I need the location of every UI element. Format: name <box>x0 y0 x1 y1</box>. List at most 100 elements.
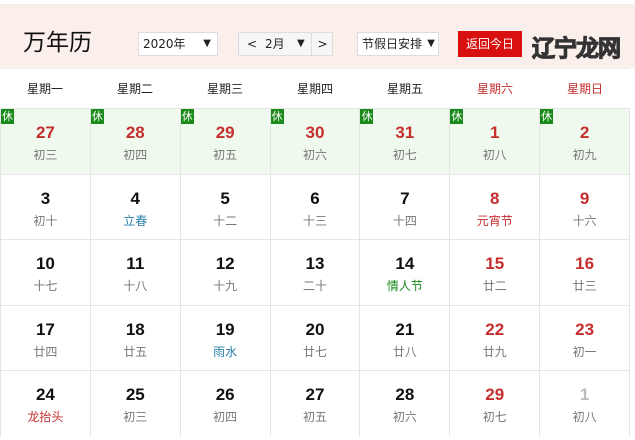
weekday-label: 星期日 <box>566 82 603 96</box>
lunar-date: 廿五 <box>123 344 148 359</box>
day-number: 28 <box>125 123 145 142</box>
prev-month-button[interactable]: < <box>247 37 258 51</box>
rest-badge: 休 <box>540 109 554 124</box>
day-cell[interactable]: 休 31 初七 <box>359 109 450 174</box>
day-number: 26 <box>215 385 235 404</box>
watermark-logo: 辽宁龙网 <box>532 36 622 63</box>
day-cell[interactable]: 5 十二 <box>179 174 270 239</box>
day-number: 5 <box>220 188 230 208</box>
day-number: 16 <box>575 254 595 273</box>
day-cell[interactable]: 3 初十 <box>0 174 90 239</box>
day-cell[interactable]: 4 立春 <box>89 174 180 239</box>
day-number: 11 <box>126 254 145 273</box>
day-cell[interactable]: 11 十八 <box>89 240 180 305</box>
month-selector[interactable]: < 2月 ▼ > <box>238 32 333 56</box>
year-select[interactable]: 2020年 ▼ <box>138 32 218 56</box>
lunar-date: 初六 <box>392 410 417 424</box>
lunar-date: 十三 <box>303 213 328 228</box>
day-cell[interactable]: 休 28 初四 <box>89 109 180 174</box>
lunar-date: 初三 <box>123 410 148 424</box>
day-cell[interactable]: 12 十九 <box>179 240 270 305</box>
day-number: 7 <box>400 188 410 208</box>
rest-badge: 休 <box>270 109 284 124</box>
day-number: 2 <box>579 123 590 142</box>
day-cell[interactable]: 18 廿五 <box>89 305 180 370</box>
day-cell[interactable]: 10 十七 <box>0 240 90 305</box>
day-cell[interactable]: 19 雨水 <box>179 305 270 370</box>
day-number: 31 <box>395 123 415 142</box>
day-number: 3 <box>40 188 51 208</box>
day-number: 28 <box>395 385 415 404</box>
day-number: 10 <box>35 254 55 273</box>
lunar-date: 廿七 <box>303 344 328 359</box>
day-cell[interactable]: 13 二十 <box>269 240 360 305</box>
lunar-date: 二十 <box>303 279 328 293</box>
week-row: 3 初十 4 立春 5 十二 6 十三 7 十四 8 元宵节 9 十六 <box>0 173 629 239</box>
weekday-label: 星期四 <box>296 82 333 96</box>
day-number: 24 <box>35 385 55 404</box>
day-cell[interactable]: 休 27 初三 <box>0 109 90 174</box>
lunar-date: 雨水 <box>213 344 238 359</box>
weekday-label: 星期一 <box>26 82 63 96</box>
day-number: 22 <box>485 319 505 339</box>
day-cell[interactable]: 休 30 初六 <box>269 109 360 174</box>
day-cell[interactable]: 14 情人节 <box>359 240 449 305</box>
rest-badge: 休 <box>360 109 374 124</box>
rest-badge: 休 <box>1 109 14 124</box>
day-cell[interactable]: 15 廿二 <box>449 240 539 305</box>
day-cell[interactable]: 休 1 初八 <box>449 109 540 174</box>
rest-badge: 休 <box>90 109 104 124</box>
return-today-button[interactable]: 返回今日 <box>458 31 522 57</box>
rest-badge: 休 <box>450 109 464 124</box>
lunar-date: 立春 <box>123 213 148 228</box>
dropdown-arrow-icon: ▼ <box>427 38 435 49</box>
lunar-date: 初四 <box>213 410 238 424</box>
lunar-date: 廿二 <box>482 279 507 293</box>
day-number: 20 <box>305 319 325 339</box>
day-cell[interactable]: 9 十六 <box>539 174 629 239</box>
day-number: 13 <box>305 254 325 273</box>
lunar-date: 十九 <box>213 279 238 293</box>
day-number: 27 <box>305 385 325 404</box>
day-cell[interactable]: 28 初六 <box>359 371 449 436</box>
weekday-label: 星期三 <box>206 82 243 96</box>
day-cell[interactable]: 23 初一 <box>539 305 629 370</box>
weekday-label: 星期六 <box>476 82 513 96</box>
day-cell[interactable]: 1 初八 <box>539 371 629 436</box>
day-cell[interactable]: 8 元宵节 <box>449 174 539 239</box>
day-cell[interactable]: 25 初三 <box>89 371 180 436</box>
day-number: 18 <box>125 319 145 339</box>
day-cell[interactable]: 6 十三 <box>269 174 360 239</box>
lunar-date: 廿九 <box>482 344 507 359</box>
lunar-date: 龙抬头 <box>27 410 64 424</box>
day-number: 17 <box>35 319 55 339</box>
day-cell[interactable]: 21 廿八 <box>359 305 449 370</box>
lunar-date: 元宵节 <box>476 213 513 228</box>
day-number: 6 <box>310 188 320 208</box>
day-number: 21 <box>395 319 415 339</box>
day-cell[interactable]: 26 初四 <box>179 371 270 436</box>
day-cell[interactable]: 29 初七 <box>449 371 539 436</box>
day-cell[interactable]: 17 廿四 <box>0 305 90 370</box>
day-cell[interactable]: 22 廿九 <box>449 305 539 370</box>
day-cell[interactable]: 休 2 初九 <box>539 109 630 174</box>
month-value[interactable]: 2月 <box>265 37 285 51</box>
day-number: 4 <box>130 188 141 208</box>
holiday-select[interactable]: 节假日安排 ▼ <box>357 32 439 56</box>
day-cell[interactable]: 休 29 初五 <box>179 109 270 174</box>
lunar-date: 初十 <box>33 213 58 228</box>
day-cell[interactable]: 24 龙抬头 <box>0 371 90 436</box>
day-cell[interactable]: 7 十四 <box>359 174 449 239</box>
weekday-header: 星期一 星期二 星期三 星期四 星期五 星期六 星期日 <box>0 68 630 108</box>
lunar-date: 初五 <box>303 410 328 424</box>
year-value: 2020年 <box>143 37 186 51</box>
next-month-button[interactable]: > <box>311 33 333 55</box>
calendar-header: 万年历 2020年 ▼ < 2月 ▼ > 节假日安排 ▼ 返回今日 辽宁龙网 <box>0 4 635 68</box>
day-number: 30 <box>305 123 325 142</box>
lunar-date: 廿三 <box>572 279 597 293</box>
day-cell[interactable]: 16 廿三 <box>539 240 629 305</box>
day-number: 25 <box>125 385 145 404</box>
lunar-date: 初五 <box>213 148 238 162</box>
day-cell[interactable]: 27 初五 <box>269 371 360 436</box>
day-cell[interactable]: 20 廿七 <box>269 305 360 370</box>
